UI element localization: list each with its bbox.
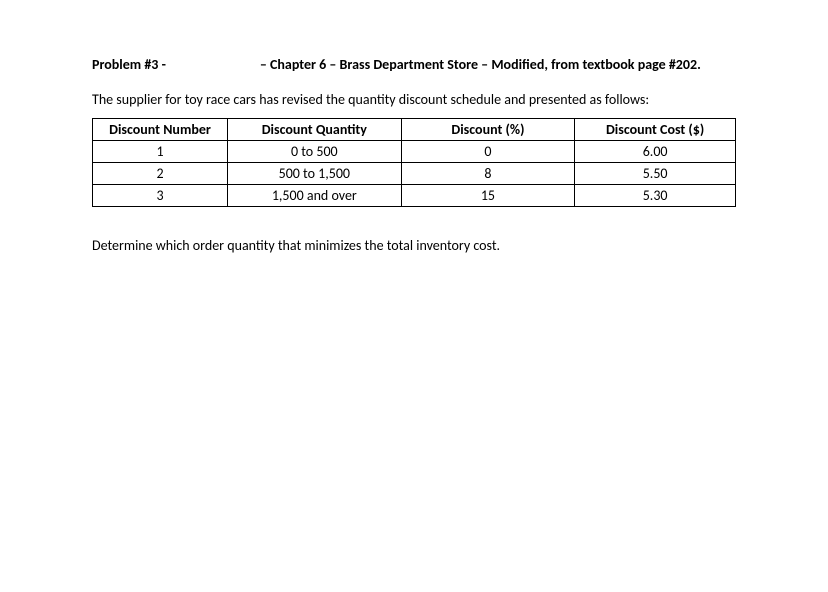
column-header: Discount Number [93,119,228,141]
title-prefix: Problem #3 - [92,56,166,73]
table-cell: 3 [93,185,228,207]
problem-title: Problem #3 - – Chapter 6 – Brass Departme… [92,56,736,73]
column-header: Discount Cost ($) [575,119,736,141]
table-row: 1 0 to 500 0 6.00 [93,141,736,163]
table-cell: 500 to 1,500 [228,163,402,185]
table-row: 2 500 to 1,500 8 5.50 [93,163,736,185]
intro-text: The supplier for toy race cars has revis… [92,91,736,108]
table-header-row: Discount Number Discount Quantity Discou… [93,119,736,141]
table-cell: 2 [93,163,228,185]
footer-text: Determine which order quantity that mini… [92,237,736,254]
table-cell: 0 [401,141,575,163]
table-cell: 0 to 500 [228,141,402,163]
title-main: – Chapter 6 – Brass Department Store – M… [260,56,701,73]
table-cell: 1 [93,141,228,163]
table-cell: 15 [401,185,575,207]
column-header: Discount (%) [401,119,575,141]
table-cell: 1,500 and over [228,185,402,207]
table-cell: 8 [401,163,575,185]
column-header: Discount Quantity [228,119,402,141]
discount-table: Discount Number Discount Quantity Discou… [92,118,736,207]
table-row: 3 1,500 and over 15 5.30 [93,185,736,207]
table-cell: 5.50 [575,163,736,185]
table-cell: 6.00 [575,141,736,163]
table-cell: 5.30 [575,185,736,207]
